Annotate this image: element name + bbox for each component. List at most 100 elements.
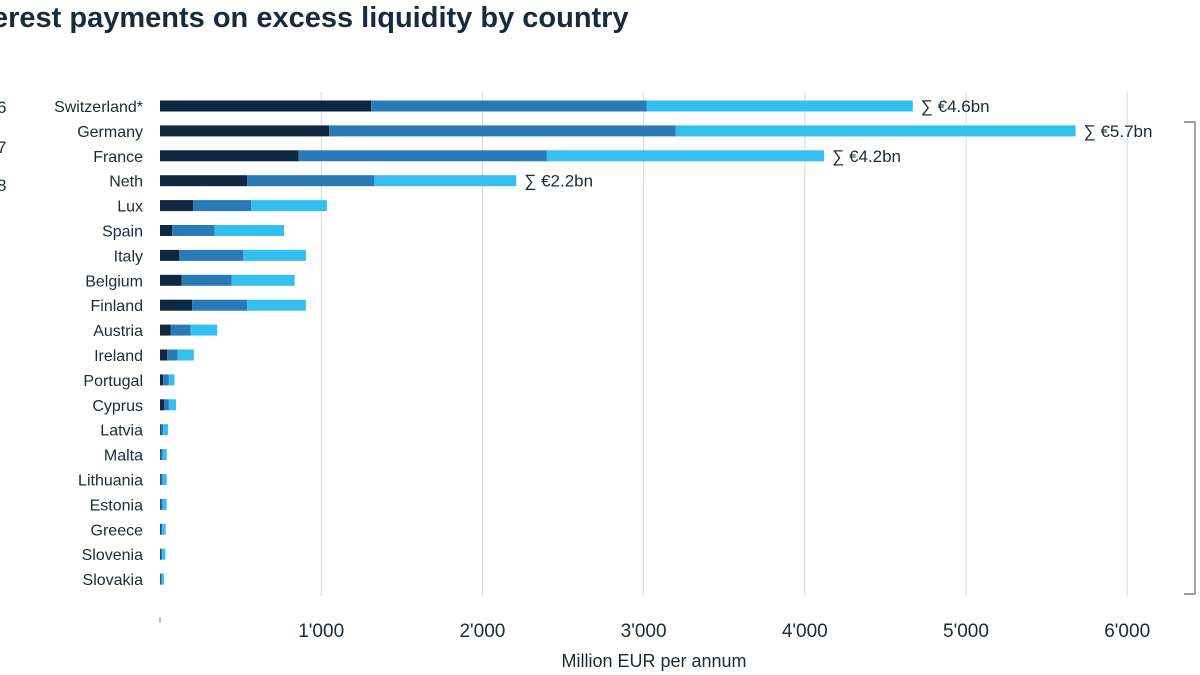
bar-segment-3 xyxy=(162,449,167,461)
category-label: Greece xyxy=(91,522,144,539)
bar-segment-2 xyxy=(247,175,375,187)
bar-segment-1 xyxy=(160,175,248,187)
side-digit-3: 8 xyxy=(0,176,7,195)
bar-segment-1 xyxy=(160,548,161,560)
bar-segment-3 xyxy=(231,274,295,286)
bar-segment-2 xyxy=(181,274,232,286)
category-labels: Switzerland* Germany France Neth Lux Spain Ita… xyxy=(54,99,143,589)
category-label: Lithuania xyxy=(78,473,143,490)
bar-segment-1 xyxy=(160,399,165,411)
side-digit-1: 6 xyxy=(0,98,7,117)
bar-segment-3 xyxy=(162,474,167,485)
bar-segment-1 xyxy=(160,523,161,535)
bar-segment-2 xyxy=(329,125,676,137)
side-digit-2: 7 xyxy=(0,138,7,157)
bar-segment-2 xyxy=(179,249,244,261)
category-label: Latvia xyxy=(100,423,143,440)
bar-segment-2 xyxy=(160,523,163,535)
bar-segment-1 xyxy=(160,200,194,212)
bar-segment-3 xyxy=(177,349,194,361)
category-label: Slovakia xyxy=(83,572,144,589)
x-tick-label: 4'000 xyxy=(782,621,828,642)
category-label: Italy xyxy=(114,248,143,265)
category-label: Ireland xyxy=(94,348,143,365)
bar-segment-1 xyxy=(160,249,180,261)
bar-segment-1 xyxy=(160,125,330,137)
x-tick-label: 6'000 xyxy=(1104,621,1150,642)
category-label: Spain xyxy=(102,224,143,241)
bar-segment-3 xyxy=(251,200,327,212)
sum-annotation: ∑ €4.2bn xyxy=(832,147,901,166)
x-tick-labels: 1'000 2'000 3'000 4'000 5'000 6'000 xyxy=(298,621,1150,642)
sum-annotation: ∑ €4.6bn xyxy=(921,97,990,116)
bar-segment-2 xyxy=(170,324,191,336)
bar-segment-3 xyxy=(162,548,166,560)
bar-segment-3 xyxy=(162,523,166,535)
bar-segment-1 xyxy=(160,374,164,386)
bar-segment-2 xyxy=(160,449,163,461)
bar-segment-3 xyxy=(374,175,517,187)
bar-segment-2 xyxy=(160,474,163,485)
bar-segment-1 xyxy=(160,225,173,236)
bar-segment-3 xyxy=(675,125,1076,137)
bar-segment-1 xyxy=(160,349,168,361)
bar-segment-2 xyxy=(167,349,178,361)
category-label: Germany xyxy=(77,124,143,141)
bar-segment-3 xyxy=(162,498,167,510)
bar-segment-3 xyxy=(190,324,218,336)
grid-lines xyxy=(159,92,1128,623)
bar-segment-1 xyxy=(160,274,182,286)
bar-segment-1 xyxy=(160,299,193,311)
bar-segment-2 xyxy=(371,100,647,112)
bar-segment-2 xyxy=(172,225,215,236)
bar-segment-1 xyxy=(160,150,299,162)
bar-segment-3 xyxy=(247,299,306,311)
bar-segment-2 xyxy=(193,200,252,212)
bars xyxy=(160,100,1076,585)
bar-segment-2 xyxy=(160,573,162,585)
category-label: Finland xyxy=(91,298,143,315)
category-label: Belgium xyxy=(85,273,143,290)
x-tick-label: 2'000 xyxy=(459,621,505,642)
category-label: Neth xyxy=(109,174,143,191)
category-label: France xyxy=(93,149,143,166)
sum-annotations: ∑ €4.6bn ∑ €5.7bn ∑ €4.2bn ∑ €2.2bn xyxy=(524,97,1152,191)
chart-title: erest payments on excess liquidity by co… xyxy=(0,2,629,34)
category-label: Cyprus xyxy=(92,398,143,415)
bar-segment-2 xyxy=(164,399,169,411)
category-label: Portugal xyxy=(83,373,143,390)
bar-segment-1 xyxy=(160,498,161,510)
bar-segment-3 xyxy=(214,225,285,236)
bar-segment-3 xyxy=(168,374,175,386)
category-label: Lux xyxy=(117,199,143,216)
bar-segment-3 xyxy=(161,573,165,585)
sum-annotation: ∑ €5.7bn xyxy=(1084,122,1153,141)
bar-segment-2 xyxy=(160,424,164,436)
bar-segment-1 xyxy=(160,424,161,436)
group-bracket xyxy=(1184,121,1196,595)
x-tick-label: 3'000 xyxy=(621,621,667,642)
category-label: Slovenia xyxy=(82,547,143,564)
bar-segment-1 xyxy=(160,324,171,336)
bar-segment-3 xyxy=(168,399,177,411)
bar-segment-2 xyxy=(160,498,163,510)
x-axis-title: Million EUR per annum xyxy=(561,651,746,671)
bar-segment-3 xyxy=(546,150,825,162)
bar-segment-3 xyxy=(646,100,913,112)
category-label: Malta xyxy=(104,448,143,465)
bar-segment-1 xyxy=(160,449,161,461)
bar-segment-2 xyxy=(160,548,163,560)
bar-segment-1 xyxy=(160,474,161,485)
bar-segment-2 xyxy=(192,299,248,311)
category-label: Switzerland* xyxy=(54,99,143,116)
bar-segment-2 xyxy=(163,374,169,386)
bar-segment-1 xyxy=(160,100,372,112)
x-tick-label: 1'000 xyxy=(298,621,344,642)
bar-segment-2 xyxy=(298,150,547,162)
x-tick-label: 5'000 xyxy=(943,621,989,642)
bar-segment-3 xyxy=(163,424,169,436)
bar-segment-3 xyxy=(243,249,306,261)
category-label: Austria xyxy=(93,323,143,340)
category-label: Estonia xyxy=(90,497,143,514)
